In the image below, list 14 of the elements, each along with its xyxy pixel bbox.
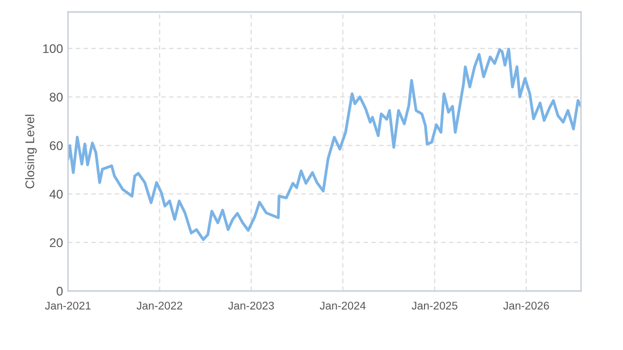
y-tick-label: 80 [50, 92, 63, 102]
y-tick-label: 20 [50, 238, 63, 248]
y-axis-title: Closing Level [25, 114, 37, 188]
y-tick-label: 100 [43, 44, 63, 54]
x-tick-label: Jan-2025 [412, 302, 458, 310]
line-series [68, 48, 581, 241]
y-tick-label: 0 [56, 286, 63, 296]
x-tick-label: Jan-2024 [320, 302, 366, 310]
x-tick-label: Jan-2021 [45, 302, 91, 310]
y-tick-label: 60 [50, 141, 63, 150]
x-tick-label: Jan-2026 [503, 302, 549, 310]
x-tick-label: Jan-2023 [228, 302, 274, 310]
y-tick-label: 40 [50, 190, 63, 199]
x-tick-label: Jan-2022 [136, 302, 182, 310]
